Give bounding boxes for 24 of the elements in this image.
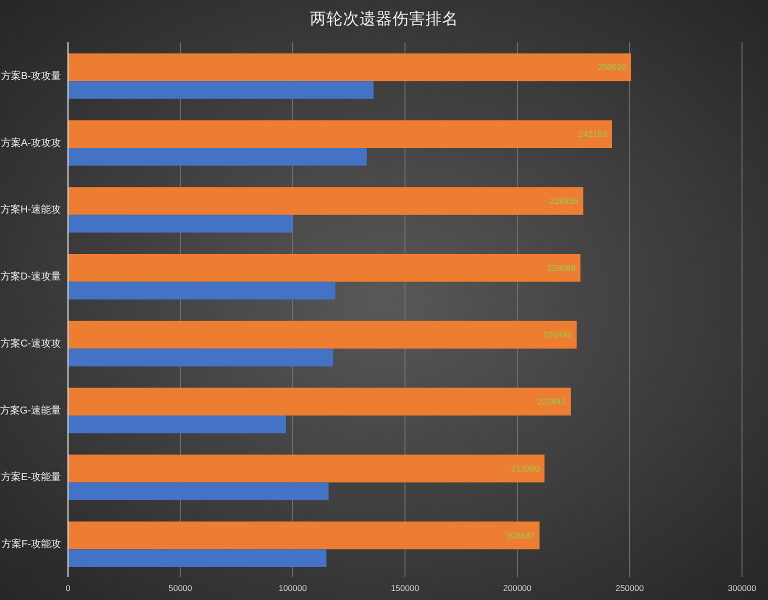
y-tick-label: 方案D-速攻量: [0, 270, 61, 283]
value-label: 212090: [511, 464, 540, 474]
y-tick-label: 方案H-速能攻: [0, 204, 61, 216]
value-label: 228088: [547, 262, 576, 273]
value-label: 229335: [550, 196, 578, 206]
y-tick-label: 方案F-攻能攻: [2, 538, 61, 550]
value-label: 209887: [506, 530, 535, 540]
value-label: 242153: [578, 129, 608, 140]
x-tick-label: 100000: [278, 583, 308, 593]
title: 两轮次遗器伤害排名: [310, 11, 458, 28]
y-tick-label: 方案B-攻攻量: [1, 70, 61, 82]
x-tick-label: 250000: [615, 583, 644, 593]
x-tick-label: 150000: [390, 583, 420, 593]
x-tick-label: 200000: [503, 583, 532, 593]
y-tick-label: 方案G-速能量: [0, 404, 61, 416]
value-label: 226445: [543, 330, 572, 340]
value-label: 223841: [538, 396, 566, 407]
x-tick-label: 0: [66, 583, 71, 593]
y-tick-label: 方案E-攻能量: [1, 471, 61, 484]
x-tick-label: 300000: [728, 583, 756, 593]
value-label: 250610: [598, 62, 626, 72]
y-tick-label: 方案A-攻攻攻: [1, 136, 61, 149]
y-tick-label: 方案C-速攻攻: [0, 337, 61, 350]
x-tick-label: 50000: [168, 583, 192, 593]
